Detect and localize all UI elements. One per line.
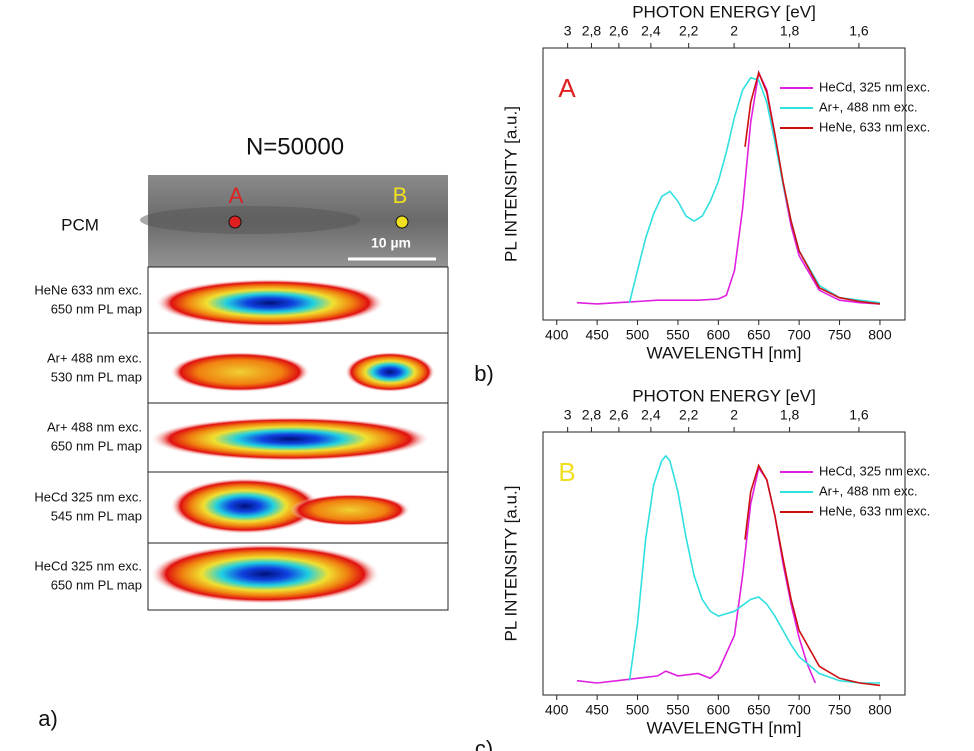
plot-frame bbox=[542, 47, 906, 321]
pl-map bbox=[345, 352, 435, 392]
pl-map bbox=[150, 544, 380, 604]
x-tick-label: 600 bbox=[707, 327, 731, 343]
point-a bbox=[228, 215, 242, 229]
sample-tag: A bbox=[558, 73, 576, 103]
x2-tick-label: 1,8 bbox=[780, 407, 800, 423]
x-tick-label: 700 bbox=[787, 327, 811, 343]
x-tick-label: 550 bbox=[666, 702, 690, 718]
panel-label: b) bbox=[474, 361, 494, 386]
x2-tick-label: 2,2 bbox=[679, 407, 699, 423]
panel-a-title: N=50000 bbox=[246, 133, 344, 160]
x-tick-label: 500 bbox=[626, 327, 650, 343]
series-line bbox=[576, 70, 881, 305]
x-tick-label: 750 bbox=[828, 327, 852, 343]
pl-map bbox=[150, 417, 430, 461]
x2-tick-label: 2 bbox=[730, 407, 738, 423]
map-label: 650 nm PL map bbox=[51, 438, 142, 453]
map-label: 530 nm PL map bbox=[51, 369, 142, 384]
x2-tick-label: 1,6 bbox=[849, 407, 869, 423]
x-tick-label: 800 bbox=[868, 327, 892, 343]
x-axis-label: WAVELENGTH [nm] bbox=[647, 718, 802, 737]
x2-tick-label: 2 bbox=[730, 23, 738, 39]
x-tick-label: 650 bbox=[747, 327, 771, 343]
legend-label: HeCd, 325 nm exc. bbox=[819, 463, 930, 478]
map-label: 650 nm PL map bbox=[51, 577, 142, 592]
legend-label: Ar+, 488 nm exc. bbox=[819, 483, 918, 498]
pl-map bbox=[155, 279, 385, 327]
legend-label: HeNe, 633 nm exc. bbox=[819, 503, 930, 518]
panel-label: c) bbox=[475, 736, 493, 751]
x-tick-label: 550 bbox=[666, 327, 690, 343]
x-tick-label: 750 bbox=[828, 702, 852, 718]
map-label: 650 nm PL map bbox=[51, 301, 142, 316]
x-tick-label: 600 bbox=[707, 702, 731, 718]
x2-tick-label: 2,6 bbox=[609, 23, 629, 39]
x2-tick-label: 1,6 bbox=[849, 23, 869, 39]
maps bbox=[147, 266, 449, 611]
x2-tick-label: 1,8 bbox=[780, 23, 800, 39]
x2-axis-label: PHOTON ENERGY [eV] bbox=[632, 2, 816, 21]
map-label: HeCd 325 nm exc. bbox=[34, 489, 142, 504]
y-axis-label: PL INTENSITY [a.u.] bbox=[501, 106, 520, 262]
map-label: 545 nm PL map bbox=[51, 508, 142, 523]
plot-frame bbox=[542, 431, 906, 696]
x2-tick-label: 3 bbox=[564, 407, 572, 423]
pl-map bbox=[170, 478, 320, 534]
x-tick-label: 800 bbox=[868, 702, 892, 718]
legend-label: Ar+, 488 nm exc. bbox=[819, 99, 918, 114]
x2-tick-label: 3 bbox=[564, 23, 572, 39]
series-line bbox=[744, 463, 881, 687]
pl-map bbox=[290, 494, 410, 526]
x2-tick-label: 2,2 bbox=[679, 23, 699, 39]
y-axis-label: PL INTENSITY [a.u.] bbox=[501, 486, 520, 642]
legend-label: HeCd, 325 nm exc. bbox=[819, 79, 930, 94]
map-label: HeNe 633 nm exc. bbox=[34, 282, 142, 297]
x-tick-label: 500 bbox=[626, 702, 650, 718]
pcm-rod bbox=[140, 206, 360, 234]
x2-axis-label: PHOTON ENERGY [eV] bbox=[632, 386, 816, 405]
point-b-label: B bbox=[393, 183, 408, 208]
pcm-label: PCM bbox=[61, 215, 99, 234]
x-tick-label: 450 bbox=[585, 702, 609, 718]
pl-map bbox=[170, 352, 310, 392]
map-label: Ar+ 488 nm exc. bbox=[47, 350, 142, 365]
x2-tick-label: 2,6 bbox=[609, 407, 629, 423]
map-label: HeCd 325 nm exc. bbox=[34, 558, 142, 573]
x2-tick-label: 2,4 bbox=[641, 407, 661, 423]
map-label: Ar+ 488 nm exc. bbox=[47, 419, 142, 434]
x2-tick-label: 2,8 bbox=[582, 407, 602, 423]
panel-label: a) bbox=[38, 706, 58, 731]
series-line bbox=[576, 465, 817, 684]
x-axis-label: WAVELENGTH [nm] bbox=[647, 343, 802, 362]
x-tick-label: 400 bbox=[545, 702, 569, 718]
point-b bbox=[395, 215, 409, 229]
x-tick-label: 700 bbox=[787, 702, 811, 718]
series-line bbox=[628, 454, 880, 684]
x-tick-label: 400 bbox=[545, 327, 569, 343]
point-a-label: A bbox=[229, 183, 244, 208]
x-tick-label: 650 bbox=[747, 702, 771, 718]
series-line bbox=[744, 70, 881, 305]
x2-tick-label: 2,8 bbox=[582, 23, 602, 39]
x2-tick-label: 2,4 bbox=[641, 23, 661, 39]
legend-label: HeNe, 633 nm exc. bbox=[819, 119, 930, 134]
scale-bar-label: 10 µm bbox=[371, 235, 411, 251]
x-tick-label: 450 bbox=[585, 327, 609, 343]
sample-tag: B bbox=[558, 457, 575, 487]
